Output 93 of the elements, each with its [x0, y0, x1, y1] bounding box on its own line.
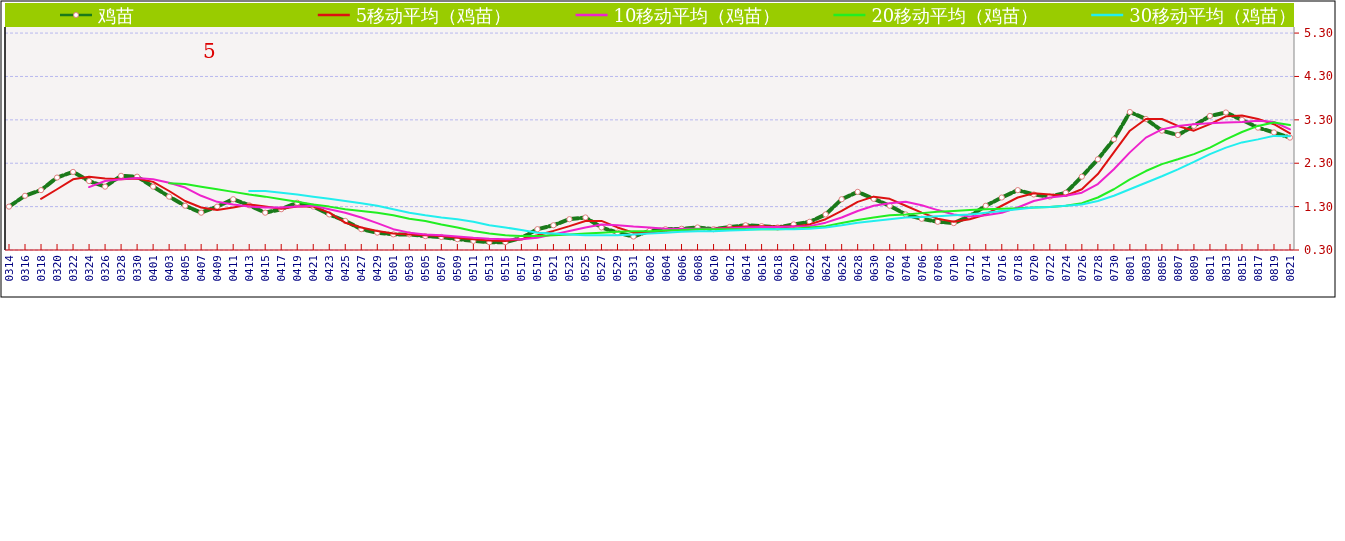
legend-label: 30移动平均（鸡苗） [1129, 5, 1297, 26]
x-tick-label: 0803 [1139, 255, 1153, 282]
x-tick-label: 0614 [739, 254, 753, 282]
x-tick-label: 0507 [435, 255, 449, 282]
x-tick-label: 0726 [1075, 255, 1089, 282]
x-tick-label: 0801 [1123, 255, 1137, 282]
x-tick-label: 0819 [1267, 255, 1281, 282]
legend-label: 鸡苗 [97, 5, 134, 26]
x-tick-label: 0403 [163, 255, 177, 282]
x-tick-label: 0604 [659, 254, 673, 282]
x-tick-label: 0704 [899, 254, 913, 282]
x-tick-label: 0805 [1155, 255, 1169, 282]
x-tick-label: 0517 [515, 255, 529, 282]
x-tick-label: 0509 [451, 255, 465, 282]
x-tick-label: 0626 [835, 255, 849, 282]
legend-label: 5移动平均（鸡苗） [355, 5, 512, 26]
x-tick-label: 0624 [819, 254, 833, 282]
x-tick-label: 0708 [931, 255, 945, 282]
x-tick-label: 0316 [19, 255, 33, 282]
x-tick-label: 0326 [99, 255, 113, 282]
x-tick-label: 0616 [755, 255, 769, 282]
x-tick-label: 0608 [691, 255, 705, 282]
x-tick-label: 0421 [307, 255, 321, 282]
x-tick-label: 0706 [915, 255, 929, 282]
x-tick-label: 0811 [1203, 255, 1217, 282]
x-tick-label: 0513 [483, 255, 497, 282]
x-tick-label: 0320 [51, 255, 65, 282]
x-tick-label: 0401 [147, 255, 161, 282]
x-tick-label: 0817 [1251, 255, 1265, 282]
x-tick-label: 0425 [339, 255, 353, 282]
x-tick-label: 0809 [1187, 255, 1201, 282]
x-tick-label: 0525 [579, 255, 593, 282]
x-tick-label: 0417 [275, 255, 289, 282]
legend-label: 10移动平均（鸡苗） [613, 5, 781, 26]
x-tick-label: 0716 [995, 255, 1009, 282]
x-tick-label: 0722 [1043, 255, 1057, 282]
x-tick-label: 0714 [979, 254, 993, 282]
x-tick-label: 0328 [115, 255, 129, 282]
x-tick-label: 0720 [1027, 255, 1041, 282]
annotation: 5 [203, 39, 216, 63]
x-tick-label: 0409 [211, 255, 225, 282]
y-tick-label: 1.30 [1304, 199, 1333, 214]
x-tick-label: 0702 [883, 255, 897, 282]
x-tick-label: 0413 [243, 255, 257, 282]
x-tick-label: 0730 [1107, 255, 1121, 282]
x-tick-label: 0821 [1284, 255, 1297, 282]
x-tick-label: 0606 [675, 255, 689, 282]
x-tick-label: 0618 [771, 255, 785, 282]
x-tick-label: 0521 [547, 255, 561, 282]
x-tick-label: 0628 [851, 255, 865, 282]
x-tick-label: 0610 [707, 255, 721, 282]
x-tick-label: 0813 [1219, 255, 1233, 282]
x-tick-label: 0531 [627, 255, 641, 282]
y-tick-label: 3.30 [1304, 112, 1333, 127]
x-tick-label: 0415 [259, 255, 273, 282]
x-tick-label: 0602 [643, 255, 657, 282]
x-tick-label: 0318 [35, 255, 49, 282]
x-tick-label: 0423 [323, 255, 337, 282]
x-tick-label: 0815 [1235, 255, 1249, 282]
y-tick-label: 4.30 [1304, 69, 1333, 84]
y-tick-label: 5.30 [1304, 26, 1333, 41]
x-tick-label: 0529 [611, 255, 625, 282]
x-tick-label: 0807 [1171, 255, 1185, 282]
x-tick-label: 0505 [419, 255, 433, 282]
x-tick-label: 0322 [67, 255, 81, 282]
x-tick-label: 0314 [3, 254, 16, 282]
x-tick-label: 0710 [947, 255, 961, 282]
x-tick-label: 0728 [1091, 255, 1105, 282]
x-tick-label: 0405 [179, 255, 193, 282]
x-tick-label: 0523 [563, 255, 577, 282]
x-tick-label: 0622 [803, 255, 817, 282]
x-tick-label: 0718 [1011, 255, 1025, 282]
x-tick-label: 0324 [83, 254, 97, 282]
x-tick-label: 0519 [531, 255, 545, 282]
x-tick-label: 0612 [723, 255, 737, 282]
x-tick-label: 0630 [867, 255, 881, 282]
x-tick-label: 0429 [371, 255, 385, 282]
x-tick-label: 0330 [131, 255, 145, 282]
x-tick-label: 0712 [963, 255, 977, 282]
x-tick-label: 0411 [227, 255, 241, 282]
x-tick-label: 0515 [499, 255, 513, 282]
y-tick-label: 2.30 [1304, 156, 1333, 171]
x-tick-label: 0419 [291, 255, 305, 282]
x-tick-label: 0724 [1059, 254, 1073, 282]
x-tick-label: 0503 [403, 255, 417, 282]
y-tick-label: 0.30 [1304, 243, 1333, 257]
x-tick-label: 0501 [387, 255, 401, 282]
legend-label: 20移动平均（鸡苗） [871, 5, 1039, 26]
x-tick-label: 0620 [787, 255, 801, 282]
x-tick-label: 0511 [467, 255, 481, 282]
x-tick-label: 0407 [195, 255, 209, 282]
x-tick-label: 0427 [355, 255, 369, 282]
x-tick-label: 0527 [595, 255, 609, 282]
